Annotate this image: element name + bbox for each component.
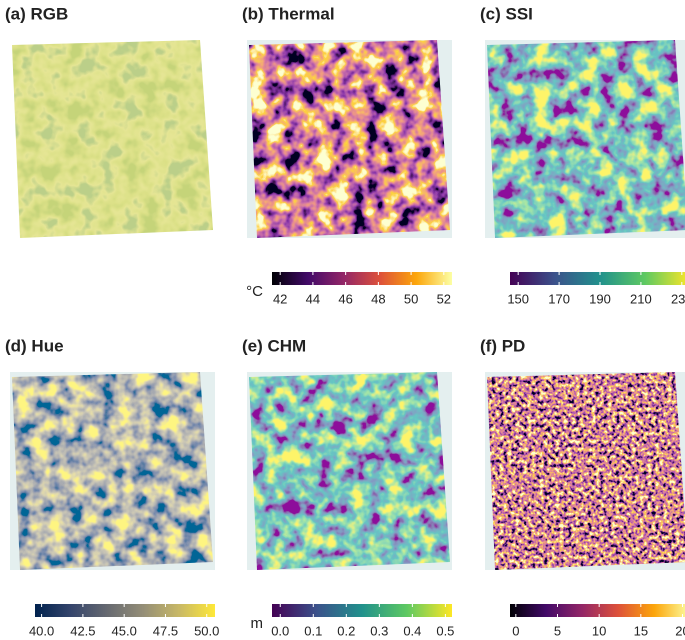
colorbar-tick-label: 0.0 [271,623,289,638]
colorbar-tick-label: 5 [554,623,561,638]
panel-title: (f) PD [480,336,525,355]
colorbar [510,604,685,617]
colorbar-tick-label: 15 [634,623,648,638]
colorbar-tick-label: 0 [512,623,519,638]
colorbar-tick-label: 0.2 [337,623,355,638]
colorbar-tick-label: 45.0 [112,623,137,638]
colorbar [35,604,215,617]
panel-title: (a) RGB [5,4,68,23]
colorbar-tick-label: 47.5 [153,623,178,638]
panel-title: (e) CHM [242,336,306,355]
colorbar-tick-label: 42 [273,291,287,306]
colorbar-tick-label: 0.1 [304,623,322,638]
colorbar [510,272,685,285]
colorbar-tick-label: 230 [671,291,685,306]
colorbar-tick-label: 10 [592,623,606,638]
raster-image [12,372,213,570]
raster-image [487,40,685,238]
colorbar-tick-label: 0.5 [436,623,454,638]
colorbar-tick-label: 170 [548,291,570,306]
colorbar-unit: °C [246,283,263,300]
colorbar-unit: m [251,615,264,632]
panel-title: (d) Hue [5,336,64,355]
panel-title: (b) Thermal [242,4,335,23]
colorbar-tick-label: 0.4 [403,623,421,638]
colorbar [272,604,452,617]
colorbar-tick-label: 20 [675,623,685,638]
raster-image [12,40,213,238]
colorbar-tick-label: 150 [507,291,529,306]
raster-image [249,40,450,238]
raster-image [487,372,685,570]
colorbar-tick-label: 52 [437,291,451,306]
colorbar-tick-label: 210 [630,291,652,306]
colorbar-tick-label: 0.3 [370,623,388,638]
colorbar-tick-label: 50.0 [194,623,219,638]
colorbar-tick-label: 48 [371,291,385,306]
panel-title: (c) SSI [480,4,533,23]
colorbar-tick-label: 44 [306,291,320,306]
colorbar-tick-label: 50 [404,291,418,306]
colorbar-tick-label: 42.5 [70,623,95,638]
colorbar-tick-label: 46 [338,291,352,306]
raster-image [249,372,450,570]
colorbar-tick-label: 40.0 [29,623,54,638]
colorbar [272,272,452,285]
colorbar-tick-label: 190 [589,291,611,306]
